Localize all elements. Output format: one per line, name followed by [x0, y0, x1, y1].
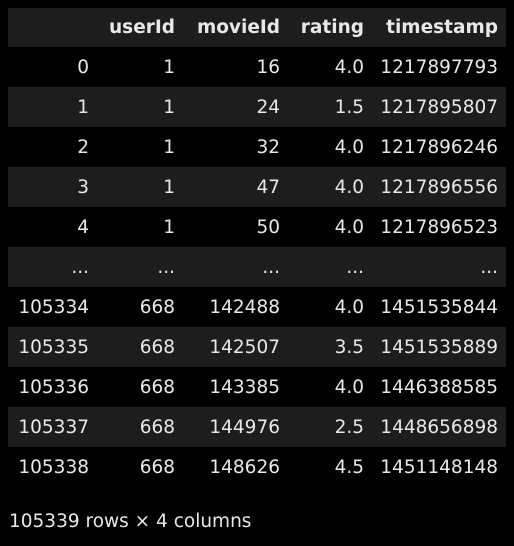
cell-rating: 4.0 [334, 296, 364, 318]
cell-rating: 4.0 [334, 56, 364, 78]
cell-timestamp: 1217895807 [380, 96, 498, 118]
cell-userid: 1 [163, 56, 175, 78]
cell-userid: 668 [139, 416, 175, 438]
header-index [8, 8, 97, 47]
cell-userid: 1 [163, 216, 175, 238]
row-index: 0 [77, 56, 89, 78]
cell-timestamp: 1217897793 [380, 56, 498, 78]
cell-timestamp: 1217896246 [380, 136, 498, 158]
header-movieid: movieId [196, 17, 280, 38]
table-header: userId movieId rating timestamp [8, 8, 506, 47]
cell-rating: ... [346, 256, 364, 278]
cell-rating: 4.0 [334, 136, 364, 158]
cell-rating: 2.5 [334, 416, 364, 438]
cell-userid: 668 [139, 296, 175, 318]
cell-movieid: 32 [256, 136, 280, 158]
cell-movieid: 144976 [209, 416, 280, 438]
cell-userid: ... [157, 256, 175, 278]
cell-userid: 1 [163, 176, 175, 198]
header-row: userId movieId rating timestamp [8, 8, 506, 47]
cell-timestamp: 1448656898 [380, 416, 498, 438]
header-userid: userId [109, 17, 175, 38]
cell-movieid: 142507 [209, 336, 280, 358]
table-row: 105335 668 142507 3.5 1451535889 [8, 327, 506, 367]
cell-timestamp: 1446388585 [380, 376, 498, 398]
cell-userid: 668 [139, 336, 175, 358]
table-row: 105337 668 144976 2.5 1448656898 [8, 407, 506, 447]
row-index: 105334 [18, 296, 89, 318]
dataframe-table: userId movieId rating timestamp 0 1 16 4… [8, 8, 506, 487]
row-index: 4 [77, 216, 89, 238]
cell-rating: 4.0 [334, 216, 364, 238]
cell-movieid: 50 [256, 216, 280, 238]
cell-timestamp: 1451148148 [380, 456, 498, 478]
cell-movieid: 142488 [209, 296, 280, 318]
cell-movieid: 148626 [209, 456, 280, 478]
cell-movieid: 24 [256, 96, 280, 118]
table-row: 3 1 47 4.0 1217896556 [8, 167, 506, 207]
table-row: 0 1 16 4.0 1217897793 [8, 47, 506, 87]
table-row: 105334 668 142488 4.0 1451535844 [8, 287, 506, 327]
row-index: ... [71, 256, 89, 278]
cell-rating: 4.0 [334, 376, 364, 398]
cell-rating: 4.0 [334, 176, 364, 198]
cell-timestamp: 1217896523 [380, 216, 498, 238]
row-index: 3 [77, 176, 89, 198]
table-row: 4 1 50 4.0 1217896523 [8, 207, 506, 247]
cell-movieid: 47 [256, 176, 280, 198]
cell-userid: 668 [139, 456, 175, 478]
table-row: 105338 668 148626 4.5 1451148148 [8, 447, 506, 487]
row-index: 105336 [18, 376, 89, 398]
dataframe-shape-summary: 105339 rows × 4 columns [9, 511, 252, 532]
cell-rating: 1.5 [334, 96, 364, 118]
table-row-ellipsis: ... ... ... ... ... [8, 247, 506, 287]
table-row: 1 1 24 1.5 1217895807 [8, 87, 506, 127]
cell-rating: 3.5 [334, 336, 364, 358]
row-index: 105337 [18, 416, 89, 438]
cell-movieid: 16 [256, 56, 280, 78]
cell-userid: 668 [139, 376, 175, 398]
cell-userid: 1 [163, 96, 175, 118]
table-row: 2 1 32 4.0 1217896246 [8, 127, 506, 167]
table-body: 0 1 16 4.0 1217897793 1 1 24 1.5 1217895… [8, 47, 506, 487]
cell-movieid: ... [262, 256, 280, 278]
row-index: 1 [77, 96, 89, 118]
header-timestamp: timestamp [386, 17, 498, 38]
cell-rating: 4.5 [334, 456, 364, 478]
cell-timestamp: 1217896556 [380, 176, 498, 198]
row-index: 2 [77, 136, 89, 158]
row-index: 105338 [18, 456, 89, 478]
table-row: 105336 668 143385 4.0 1446388585 [8, 367, 506, 407]
cell-timestamp: ... [480, 256, 498, 278]
cell-timestamp: 1451535844 [380, 296, 498, 318]
row-index: 105335 [18, 336, 89, 358]
header-rating: rating [300, 17, 364, 38]
cell-userid: 1 [163, 136, 175, 158]
cell-movieid: 143385 [209, 376, 280, 398]
cell-timestamp: 1451535889 [380, 336, 498, 358]
